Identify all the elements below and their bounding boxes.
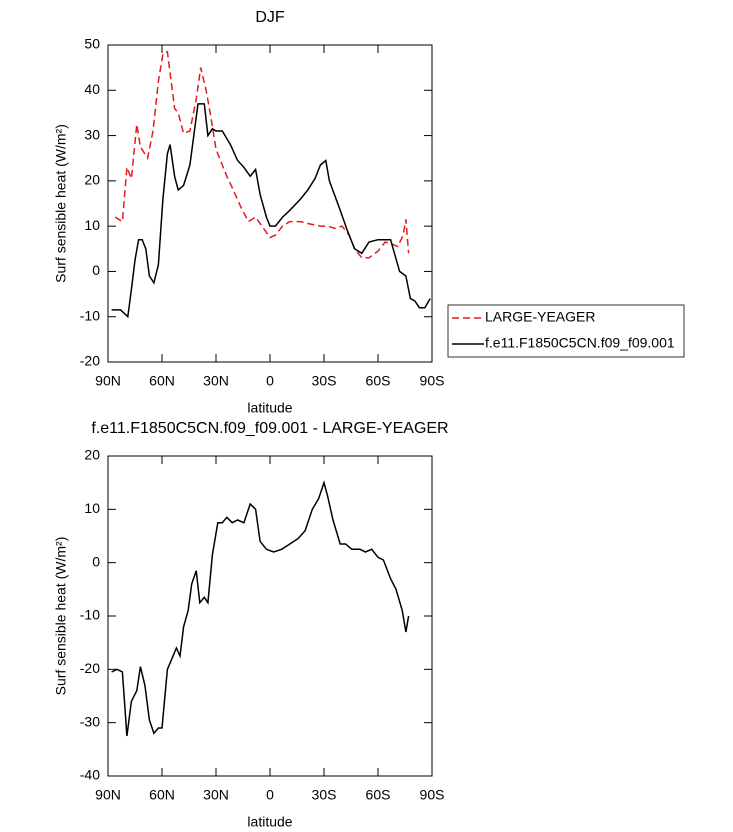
y-tick-label: 20 [84,172,100,188]
legend-label: f.e11.F1850C5CN.f09_f09.001 [485,335,675,351]
x-axis-label: latitude [247,400,292,416]
y-tick-label: -10 [80,607,100,623]
y-tick-label: 30 [84,126,100,142]
y-axis-label: Surf sensible heat (W/m²) [53,124,69,283]
x-tick-label: 30S [312,787,337,803]
y-tick-label: 0 [92,553,100,569]
y-tick-label: 0 [92,262,100,278]
chart-title: DJF [255,9,285,26]
x-tick-label: 90N [95,787,121,803]
series-line [111,480,410,737]
series-line [114,50,410,259]
y-tick-label: 40 [84,81,100,97]
y-tick-label: -20 [80,353,100,369]
x-tick-label: 30N [203,373,229,389]
x-tick-label: 30N [203,787,229,803]
legend-label: LARGE-YEAGER [485,309,595,325]
y-tick-label: -30 [80,713,100,729]
y-tick-label: -10 [80,307,100,323]
y-axis-label: Surf sensible heat (W/m²) [53,537,69,696]
y-tick-label: 50 [84,36,100,52]
x-tick-label: 90S [420,373,445,389]
y-tick-label: -20 [80,660,100,676]
x-tick-label: 90S [420,787,445,803]
y-tick-label: 10 [84,500,100,516]
series-line [111,103,431,319]
x-tick-label: 30S [312,373,337,389]
plot-frame [107,44,433,363]
x-tick-label: 60N [149,787,175,803]
x-tick-label: 60S [366,787,391,803]
x-tick-label: 90N [95,373,121,389]
y-tick-label: -40 [80,767,100,783]
plot-frame [107,455,433,777]
legend-box [447,304,685,358]
x-tick-label: 0 [266,373,274,389]
y-tick-label: 20 [84,447,100,463]
chart-title: f.e11.F1850C5CN.f09_f09.001 - LARGE-YEAG… [91,420,448,437]
x-tick-label: 60N [149,373,175,389]
x-tick-label: 0 [266,787,274,803]
x-axis-label: latitude [247,814,292,830]
x-tick-label: 60S [366,373,391,389]
y-tick-label: 10 [84,217,100,233]
